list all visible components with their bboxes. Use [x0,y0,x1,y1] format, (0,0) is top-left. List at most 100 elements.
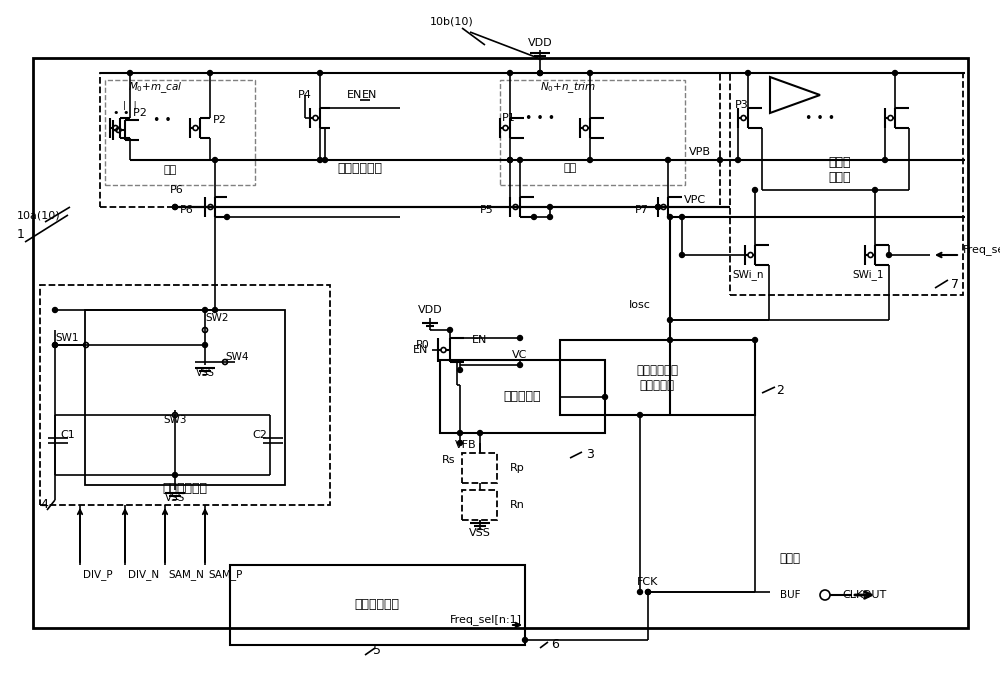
Bar [105,80,255,185]
Circle shape [208,70,212,75]
Text: 时序逻辑电路: 时序逻辑电路 [354,598,400,611]
Circle shape [538,70,542,75]
Text: EN: EN [413,345,428,355]
Bar [462,490,497,520]
Circle shape [173,204,178,210]
Text: • •: • • [153,113,171,126]
Text: P5: P5 [480,205,494,215]
Text: EN: EN [472,335,488,345]
Text: VDD: VDD [528,38,552,48]
Circle shape [638,589,642,595]
Text: VSS: VSS [196,368,214,378]
Circle shape [458,440,462,446]
Text: 粗调: 粗调 [163,165,177,175]
Text: SW2: SW2 [205,313,228,323]
Circle shape [887,253,892,257]
Bar [440,360,605,433]
Text: EN: EN [362,90,378,100]
Text: 电流选
通电路: 电流选 通电路 [829,156,851,184]
Text: VSS: VSS [469,528,491,538]
Text: 细调: 细调 [563,163,577,173]
Circle shape [128,70,132,75]
Circle shape [52,308,58,313]
Circle shape [668,337,672,342]
Text: P6: P6 [180,205,194,215]
Bar [560,340,755,415]
Circle shape [202,342,208,348]
Circle shape [668,317,672,322]
Text: • • •: • • • [525,112,555,124]
Circle shape [666,157,670,163]
Bar [100,73,720,207]
Text: SW3: SW3 [163,415,187,425]
Text: 缓冲器: 缓冲器 [780,551,800,564]
Circle shape [883,157,888,163]
Text: Freq_sel[n:1]: Freq_sel[n:1] [963,244,1000,255]
Text: 负反馈电路: 负反馈电路 [503,391,541,404]
Circle shape [538,70,542,75]
Text: Rn: Rn [510,500,525,510]
Text: DIV_N: DIV_N [128,569,159,580]
Circle shape [173,204,178,210]
Circle shape [518,157,522,163]
Text: P2: P2 [213,115,227,125]
Circle shape [656,204,660,210]
Text: 2: 2 [776,384,784,397]
Text: SW4: SW4 [225,352,248,362]
Bar [85,310,285,485]
Circle shape [646,589,650,595]
Text: $M_0$+m_cal: $M_0$+m_cal [128,81,182,95]
Circle shape [212,157,218,163]
Circle shape [478,431,482,435]
Text: CLKOUT: CLKOUT [842,590,886,600]
Circle shape [746,70,750,75]
Circle shape [548,204,552,210]
Circle shape [548,215,552,219]
Circle shape [893,70,898,75]
Text: P4: P4 [298,90,312,100]
Text: SW1: SW1 [55,333,78,343]
Circle shape [646,589,650,595]
Text: P7: P7 [635,205,649,215]
Bar [730,73,963,295]
Text: VFB: VFB [455,440,477,450]
Circle shape [212,308,218,313]
Text: 4: 4 [40,498,48,511]
Text: VPC: VPC [684,195,706,205]
Text: Rp: Rp [510,463,525,473]
Circle shape [508,70,512,75]
Circle shape [656,204,660,210]
Text: SAM_N: SAM_N [168,569,204,580]
Circle shape [458,431,462,435]
Circle shape [522,638,528,642]
Text: VDD: VDD [418,305,442,315]
Circle shape [318,70,322,75]
Circle shape [322,157,328,163]
Circle shape [224,215,230,219]
Circle shape [448,328,452,333]
Circle shape [318,157,322,163]
Circle shape [458,368,462,373]
Text: Iosc: Iosc [629,300,651,310]
Text: • • •: • • • [805,112,835,124]
Circle shape [588,157,592,163]
Bar [462,453,497,483]
Text: VSS: VSS [165,493,185,503]
Circle shape [532,215,536,219]
Circle shape [52,342,58,348]
Text: BUF: BUF [780,590,800,600]
Text: 3: 3 [586,448,594,462]
Text: SWi_1: SWi_1 [852,270,884,280]
Circle shape [872,188,878,193]
Text: SWi_n: SWi_n [732,270,764,280]
Text: 7: 7 [951,279,959,291]
Bar [230,565,525,645]
Circle shape [602,395,608,400]
Text: P3: P3 [735,100,749,110]
Text: VPB: VPB [689,147,711,157]
Circle shape [518,362,522,368]
Circle shape [508,157,512,163]
Bar [40,285,330,505]
Text: $N_0$+n_trim: $N_0$+n_trim [540,81,596,95]
Text: Rs: Rs [442,455,455,465]
